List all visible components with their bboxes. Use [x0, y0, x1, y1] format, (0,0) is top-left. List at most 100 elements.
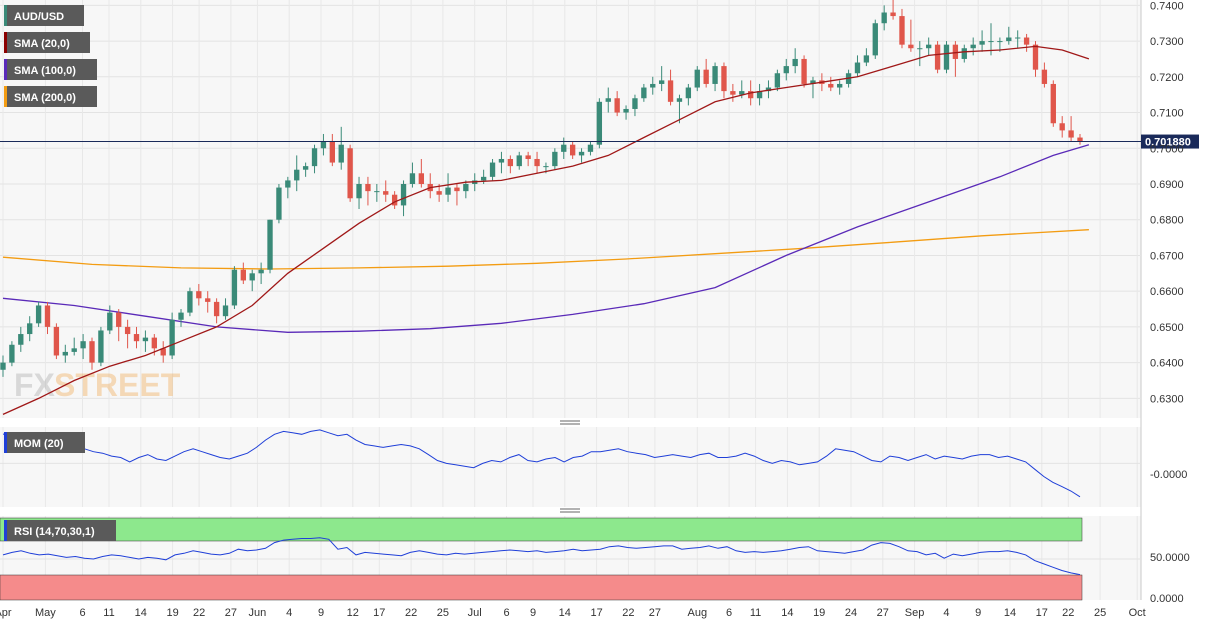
candle-body — [169, 319, 175, 356]
x-tick-label: Jul — [468, 607, 482, 619]
x-tick-label: Oct — [1129, 607, 1146, 619]
rsi-oversold-band — [0, 574, 1083, 601]
x-tick-label: 6 — [79, 607, 85, 619]
candle-body — [828, 83, 834, 88]
candle — [454, 183, 460, 206]
price-y-tick-label: 0.7400 — [1150, 0, 1184, 12]
candle-body — [1006, 37, 1012, 42]
candle-body — [311, 148, 318, 167]
candle-body — [285, 180, 291, 188]
candle-body — [747, 91, 754, 99]
momentum-line — [2, 429, 1081, 498]
candle-body — [44, 305, 51, 327]
rsi-bands — [0, 517, 1083, 601]
candle — [552, 148, 558, 170]
candle — [267, 219, 273, 274]
candle — [409, 162, 416, 188]
legend-rsi[interactable]: RSI (14,70,30,1) — [4, 520, 116, 541]
x-tick-label: 11 — [750, 607, 761, 619]
x-tick-label: 11 — [103, 607, 114, 619]
candle — [71, 337, 77, 356]
x-tick-label: 25 — [437, 607, 449, 619]
candle-body — [516, 155, 522, 167]
candle-body — [205, 298, 211, 302]
candle — [792, 48, 798, 74]
candle — [917, 41, 923, 67]
candle-body — [801, 58, 807, 84]
candle-body — [222, 305, 229, 317]
candle-body — [391, 194, 398, 206]
current-price-box — [1141, 134, 1199, 149]
x-tick-label: Jun — [249, 607, 267, 619]
candle-body — [347, 148, 353, 199]
candle-body — [489, 162, 496, 177]
x-tick-label: May — [35, 607, 56, 619]
candle — [391, 191, 398, 209]
legend-sma-100[interactable]: SMA (100,0) — [4, 59, 97, 80]
candle-body — [1077, 137, 1083, 142]
candle-body — [267, 219, 273, 270]
candle-body — [178, 312, 184, 320]
sma-100-path — [2, 144, 1090, 333]
current-price-label: 0.701880 — [1145, 137, 1191, 149]
candle-body — [739, 91, 745, 95]
candle — [89, 337, 95, 370]
candle — [605, 87, 611, 113]
candle — [374, 183, 380, 202]
candle — [525, 151, 531, 167]
candle-body — [258, 269, 264, 274]
x-tick-label: 4 — [286, 607, 292, 619]
legend-sma-20[interactable]: SMA (20,0) — [4, 32, 90, 53]
x-tick-label: 14 — [781, 607, 793, 619]
candle-body — [142, 337, 149, 342]
candle — [80, 334, 86, 360]
candle-body — [1059, 123, 1065, 131]
legend-momentum[interactable]: MOM (20) — [4, 432, 85, 453]
candle-body — [685, 87, 692, 99]
price-y-tick-label: 0.6900 — [1150, 179, 1184, 191]
candle-body — [658, 80, 665, 84]
candle — [44, 301, 51, 335]
candle-body — [810, 80, 816, 84]
candle-body — [436, 191, 442, 195]
panel-divider-handle-2[interactable] — [560, 508, 580, 513]
x-tick-label: 14 — [559, 607, 571, 619]
candle — [356, 176, 362, 209]
legend-sma-20-label: SMA (20,0) — [14, 38, 70, 50]
watermark-fx: FX — [14, 367, 56, 403]
candle — [27, 316, 33, 342]
candle — [1015, 30, 1021, 49]
candle — [872, 19, 878, 59]
sma-20-path — [2, 45, 1090, 415]
candle — [863, 48, 870, 67]
candle — [9, 341, 15, 367]
legend-aud-usd[interactable]: AUD/USD — [4, 5, 84, 26]
x-tick-label: Sep — [905, 607, 925, 619]
candle — [703, 58, 709, 88]
candle-body — [302, 166, 309, 170]
candle — [970, 37, 976, 56]
candlesticks — [0, 0, 1083, 377]
candle-body — [1015, 37, 1021, 39]
legend-sma-200[interactable]: SMA (200,0) — [4, 86, 97, 107]
price-y-tick-label: 0.6300 — [1150, 393, 1184, 405]
candle-body — [756, 91, 763, 99]
candle — [35, 301, 42, 327]
candle-body — [480, 176, 487, 181]
candle-body — [187, 291, 193, 313]
candle-body — [35, 305, 42, 324]
candle-body — [899, 16, 905, 45]
x-tick-label: 6 — [503, 607, 509, 619]
candle-body — [676, 98, 683, 102]
candle-body — [632, 98, 638, 109]
candle — [694, 66, 700, 92]
candle-body — [721, 66, 727, 92]
x-tick-label: Apr — [0, 607, 12, 619]
panel-divider-handle-1[interactable] — [560, 420, 580, 425]
candle — [222, 298, 229, 320]
x-tick-label: 22 — [193, 607, 205, 619]
candle — [1041, 62, 1048, 88]
candle-body — [641, 87, 647, 99]
legend-sma-20-swatch — [4, 32, 7, 53]
